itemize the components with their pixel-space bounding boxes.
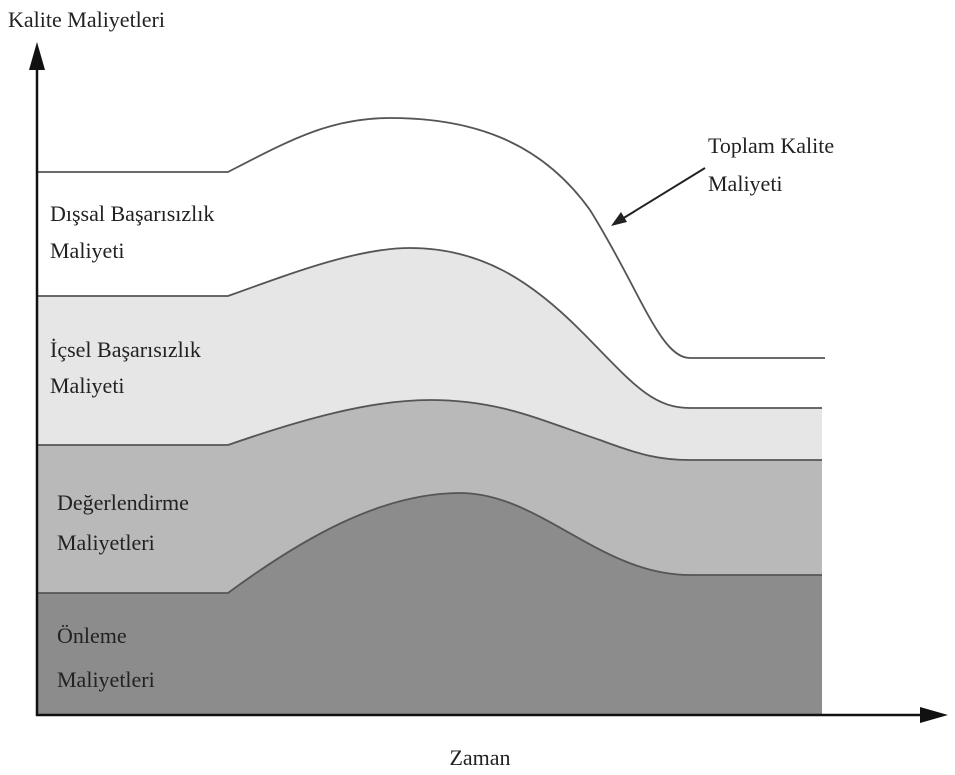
layer-label: Maliyeti bbox=[50, 238, 125, 263]
layer-label: Maliyetleri bbox=[57, 667, 155, 692]
prevention-area bbox=[37, 493, 822, 715]
boundary-line bbox=[37, 247, 822, 409]
y-axis-label: Kalite Maliyetleri bbox=[8, 7, 165, 32]
layer-label: Değerlendirme bbox=[57, 490, 189, 515]
layer-label: Maliyetleri bbox=[57, 530, 155, 555]
total-label: Maliyeti bbox=[708, 171, 783, 196]
layer-label: Önleme bbox=[57, 623, 127, 648]
x-axis-label: Zaman bbox=[449, 745, 510, 770]
boundary-line bbox=[37, 492, 822, 594]
total-cost-line bbox=[37, 117, 825, 359]
total-label: Toplam Kalite bbox=[708, 133, 834, 158]
y-axis-arrow bbox=[29, 42, 45, 70]
layer-label: İçsel Başarısızlık bbox=[50, 337, 201, 362]
x-axis-arrow bbox=[920, 707, 948, 723]
pointer-arrow bbox=[621, 167, 706, 220]
boundary-line bbox=[37, 399, 822, 461]
layer-label: Dışsal Başarısızlık bbox=[50, 201, 214, 226]
layer-label: Maliyeti bbox=[50, 373, 125, 398]
pointer-arrow-head bbox=[611, 212, 627, 226]
